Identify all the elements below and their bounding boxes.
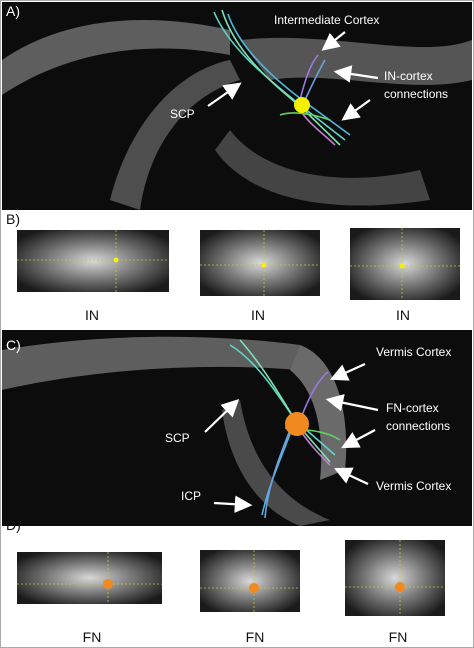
arrow [341, 429, 376, 449]
arrow [341, 99, 371, 121]
scan [200, 230, 320, 296]
nucleus [285, 412, 309, 436]
nucleus [261, 262, 267, 268]
scan [17, 552, 162, 604]
panel-label: C) [6, 337, 21, 353]
view-label: FN [389, 629, 408, 645]
view-label: IN [396, 307, 410, 323]
annotation: SCP [165, 431, 190, 445]
tissue [2, 336, 300, 390]
panel-b: B) IN IN IN [6, 211, 460, 323]
nucleus [399, 263, 405, 269]
nucleus [113, 257, 119, 263]
arrow [213, 495, 253, 514]
scan [17, 230, 169, 292]
panel-label: A) [6, 3, 20, 19]
view-label: IN [85, 307, 99, 323]
panel-d: D) FN FN FN [6, 517, 445, 645]
tissue [110, 60, 240, 210]
tissue [240, 37, 472, 85]
tissue [2, 20, 230, 95]
panel-c: C) Vermis Cortex FN-cortex connections S… [2, 330, 472, 526]
arrow [204, 398, 240, 433]
annotation: Intermediate Cortex [274, 13, 379, 27]
arrow [334, 467, 369, 485]
nucleus [395, 582, 405, 592]
scan [200, 550, 300, 612]
view-label: FN [83, 629, 102, 645]
annotation: IN-cortex [384, 69, 433, 83]
nucleus [249, 583, 259, 593]
scan [345, 540, 445, 616]
arrow [321, 31, 346, 51]
tissue [215, 130, 430, 206]
arrow [333, 65, 379, 83]
annotation: ICP [181, 489, 201, 503]
annotation: SCP [170, 107, 195, 121]
arrow [207, 82, 242, 107]
annotation: Vermis Cortex [376, 479, 451, 493]
annotation: Vermis Cortex [376, 345, 451, 359]
view-label: IN [251, 307, 265, 323]
arrow [329, 362, 366, 381]
annotation: FN-cortex [386, 401, 439, 415]
scan [350, 228, 460, 300]
nucleus [103, 579, 113, 589]
annotation: connections [386, 419, 450, 433]
panel-a: A) Intermediate Cortex IN-cortex connect… [2, 2, 472, 210]
fiber-bundle [229, 339, 341, 519]
fiber-bundle [213, 9, 351, 146]
arrow [325, 394, 379, 412]
view-label: FN [246, 629, 265, 645]
nucleus [294, 97, 310, 113]
panel-label: B) [6, 211, 20, 227]
panel-label: D) [6, 517, 21, 533]
annotation: connections [384, 87, 448, 101]
